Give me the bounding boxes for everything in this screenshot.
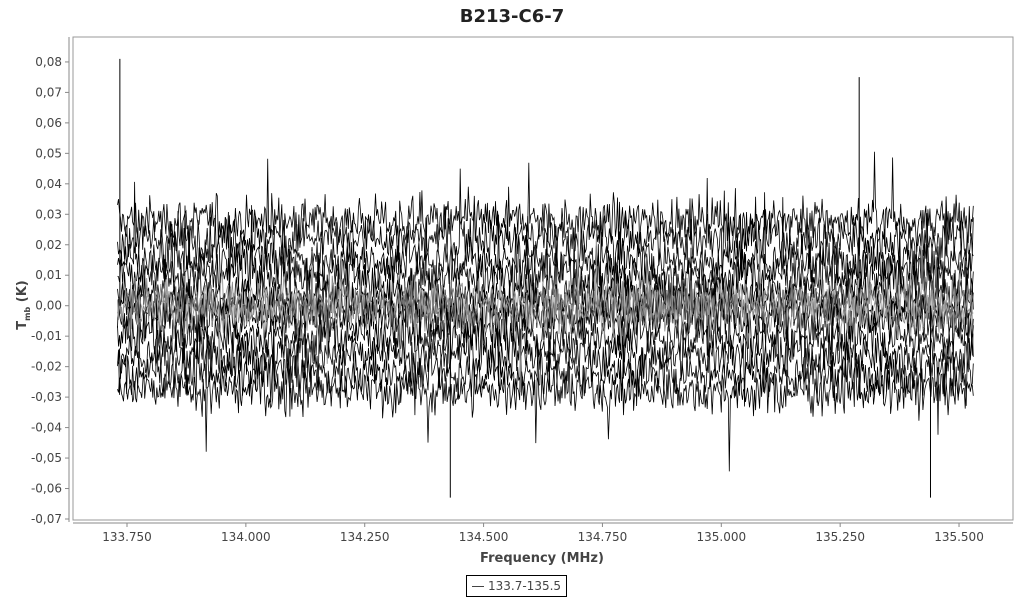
y-tick-label: -0,04 [31,421,62,435]
x-tick-label: 134.750 [578,530,628,544]
chart-title: B213-C6-7 [460,6,565,27]
x-tick-label: 134.000 [221,530,271,544]
y-tick-label: 0,00 [35,299,62,313]
x-tick-label: 135.250 [815,530,865,544]
x-tick-label: 134.500 [459,530,509,544]
spectrum-line [117,197,974,356]
x-tick-label: 134.250 [340,530,390,544]
y-tick-label: -0,03 [31,390,62,404]
plot-frame [72,36,1014,521]
y-tick-label: 0,08 [35,55,62,69]
y-tick-label: -0,02 [31,360,62,374]
spectrum-line [117,151,974,304]
y-tick-label: 0,02 [35,238,62,252]
spectrum-line [117,229,974,361]
y-tick-label: 0,05 [35,146,62,160]
y-tick-label: -0,07 [31,512,62,526]
legend[interactable]: 133.7-135.5 [466,575,568,597]
y-tick-label: 0,04 [35,177,62,191]
x-tick-label: 135.500 [934,530,984,544]
legend-line-swatch [472,585,484,587]
y-tick-label: 0,07 [35,85,62,99]
legend-label: 133.7-135.5 [488,579,562,593]
spectrum-line [117,233,974,393]
series-lines [117,58,974,498]
x-tick-label: 133.750 [102,530,152,544]
y-tick-label: 0,01 [35,268,62,282]
x-axis-label: Frequency (MHz) [480,551,604,566]
y-tick-label: 0,03 [35,207,62,221]
x-tick-label: 135.000 [696,530,746,544]
spectrum-line [117,312,974,472]
y-tick-label: -0,01 [31,329,62,343]
y-axis-label: Tmb (K) [15,280,32,329]
spectrum-line [117,168,974,320]
spectrum-line [117,181,974,294]
y-tick-label: -0,06 [31,482,62,496]
y-tick-label: 0,06 [35,116,62,130]
y-tick-label: -0,05 [31,451,62,465]
